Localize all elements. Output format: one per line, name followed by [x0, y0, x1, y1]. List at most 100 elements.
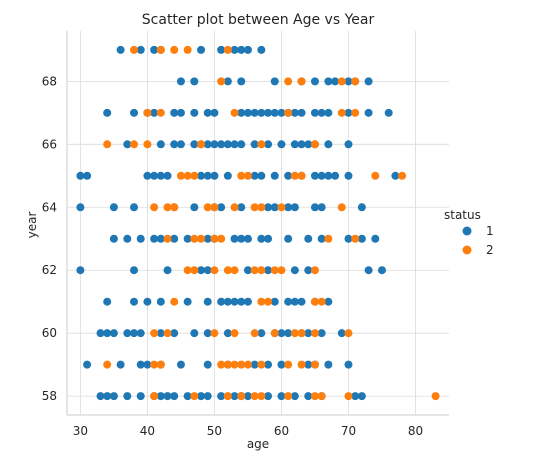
legend: status 12	[444, 208, 494, 257]
point-status-2	[431, 392, 440, 401]
point-status-1	[230, 140, 239, 149]
point-status-1	[230, 392, 239, 401]
point-status-1	[297, 140, 306, 149]
point-status-1	[136, 329, 145, 338]
point-status-1	[304, 266, 313, 275]
y-tick-label: 68	[42, 74, 57, 88]
point-status-1	[264, 234, 273, 243]
point-status-1	[103, 392, 112, 401]
point-status-1	[237, 77, 246, 86]
point-status-1	[203, 108, 212, 117]
point-status-2	[310, 140, 319, 149]
point-status-1	[197, 171, 206, 180]
x-tick-label: 70	[341, 424, 356, 438]
point-status-1	[270, 77, 279, 86]
point-status-2	[297, 360, 306, 369]
point-status-2	[223, 45, 232, 54]
point-status-1	[357, 203, 366, 212]
point-status-1	[304, 140, 313, 149]
point-status-1	[190, 329, 199, 338]
point-status-2	[284, 108, 293, 117]
point-status-2	[217, 77, 226, 86]
point-status-2	[223, 266, 232, 275]
point-status-2	[284, 360, 293, 369]
point-status-1	[150, 171, 159, 180]
point-status-2	[243, 360, 252, 369]
point-status-1	[136, 392, 145, 401]
point-status-1	[364, 266, 373, 275]
point-status-1	[83, 360, 92, 369]
point-status-1	[109, 234, 118, 243]
point-status-2	[150, 329, 159, 338]
point-status-1	[170, 392, 179, 401]
point-status-1	[130, 203, 139, 212]
point-status-2	[170, 45, 179, 54]
point-status-2	[250, 392, 259, 401]
point-status-1	[290, 392, 299, 401]
point-status-1	[284, 203, 293, 212]
y-tick-label: 64	[42, 200, 57, 214]
point-status-2	[190, 234, 199, 243]
point-status-1	[257, 171, 266, 180]
point-status-2	[351, 77, 360, 86]
point-status-1	[264, 203, 273, 212]
point-status-2	[203, 203, 212, 212]
point-status-2	[270, 266, 279, 275]
point-status-2	[290, 329, 299, 338]
point-status-2	[217, 360, 226, 369]
chart-title: Scatter plot between Age vs Year	[142, 12, 375, 28]
point-status-2	[190, 266, 199, 275]
point-status-2	[156, 360, 165, 369]
point-status-2	[310, 360, 319, 369]
point-status-1	[284, 171, 293, 180]
point-status-1	[344, 234, 353, 243]
point-status-1	[310, 203, 319, 212]
point-status-2	[190, 392, 199, 401]
point-status-1	[130, 297, 139, 306]
point-status-1	[136, 45, 145, 54]
point-status-1	[223, 329, 232, 338]
point-status-1	[143, 297, 152, 306]
point-status-2	[230, 360, 239, 369]
point-status-1	[324, 108, 333, 117]
point-status-2	[344, 392, 353, 401]
point-status-1	[223, 77, 232, 86]
point-status-1	[170, 234, 179, 243]
point-status-1	[96, 329, 105, 338]
point-status-1	[344, 140, 353, 149]
point-status-1	[176, 360, 185, 369]
x-tick-label: 60	[274, 424, 289, 438]
point-status-1	[277, 360, 286, 369]
point-status-1	[163, 392, 172, 401]
point-status-1	[364, 108, 373, 117]
point-status-1	[317, 329, 326, 338]
point-status-1	[357, 234, 366, 243]
point-status-1	[217, 45, 226, 54]
axes-spines	[66, 31, 449, 416]
point-status-1	[257, 45, 266, 54]
point-status-1	[243, 45, 252, 54]
point-status-1	[143, 171, 152, 180]
x-axis-label: age	[247, 437, 269, 451]
point-status-1	[290, 140, 299, 149]
point-status-1	[344, 77, 353, 86]
point-status-1	[304, 329, 313, 338]
point-status-2	[103, 140, 112, 149]
point-status-1	[210, 108, 219, 117]
point-status-1	[163, 266, 172, 275]
point-status-1	[109, 392, 118, 401]
legend-marker-1	[462, 226, 472, 236]
point-status-1	[76, 266, 85, 275]
x-tick-label: 40	[140, 424, 155, 438]
point-status-1	[197, 266, 206, 275]
point-status-2	[190, 171, 199, 180]
point-status-1	[136, 360, 145, 369]
point-status-2	[170, 297, 179, 306]
point-status-1	[264, 392, 273, 401]
point-status-1	[123, 140, 132, 149]
point-status-1	[391, 171, 400, 180]
point-status-2	[297, 171, 306, 180]
point-status-1	[217, 392, 226, 401]
point-status-2	[150, 392, 159, 401]
point-status-2	[210, 266, 219, 275]
